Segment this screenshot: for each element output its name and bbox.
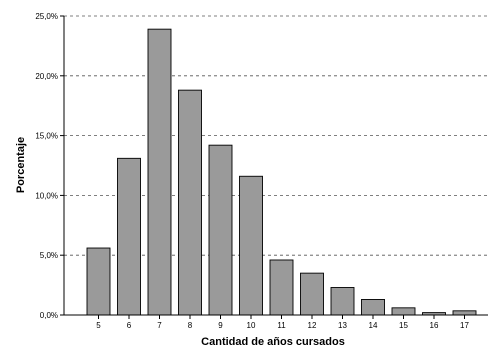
bar-9	[208, 144, 233, 316]
bar-14	[361, 299, 385, 316]
y-axis-title: Porcentaje	[15, 137, 27, 193]
bar-6	[117, 157, 141, 316]
x-tick-labels: 5 6 7 8 9 10 11 12 13 14 15 16 17	[96, 315, 469, 330]
axes	[63, 16, 488, 316]
y-tick-label: 0,0%	[40, 311, 58, 320]
bar-7	[147, 28, 172, 316]
x-tick-label-9: 9	[218, 321, 223, 330]
bar-11	[269, 259, 294, 316]
bar-17	[452, 310, 477, 316]
bar-15	[391, 307, 416, 316]
bar-12	[300, 272, 324, 316]
x-tick-label-15: 15	[399, 321, 408, 330]
y-tick-label: 25,0%	[35, 12, 58, 21]
bar-10	[239, 175, 263, 316]
x-tick-label-12: 12	[308, 321, 317, 330]
bar-5	[86, 247, 111, 316]
y-tick-label: 15,0%	[35, 132, 58, 141]
bar-8	[178, 89, 202, 316]
x-tick-label-17: 17	[460, 321, 469, 330]
x-tick-label-7: 7	[157, 321, 162, 330]
x-tick-label-5: 5	[96, 321, 101, 330]
y-tick-label: 5,0%	[40, 251, 58, 260]
x-tick-label-8: 8	[188, 321, 193, 330]
x-tick-label-10: 10	[247, 321, 256, 330]
y-tick-label: 10,0%	[35, 191, 58, 200]
x-axis-title: Cantidad de años cursados	[201, 336, 345, 348]
x-tick-label-6: 6	[127, 321, 132, 330]
y-tick-labels: 0,0% 5,0% 10,0% 15,0% 20,0% 25,0%	[35, 12, 64, 320]
x-tick-label-14: 14	[369, 321, 378, 330]
y-tick-label: 20,0%	[35, 72, 58, 81]
gridlines	[64, 15, 488, 256]
bar-13	[330, 287, 355, 316]
bars	[86, 28, 477, 316]
x-tick-label-13: 13	[338, 321, 347, 330]
x-tick-label-11: 11	[277, 321, 286, 330]
x-tick-label-16: 16	[430, 321, 439, 330]
